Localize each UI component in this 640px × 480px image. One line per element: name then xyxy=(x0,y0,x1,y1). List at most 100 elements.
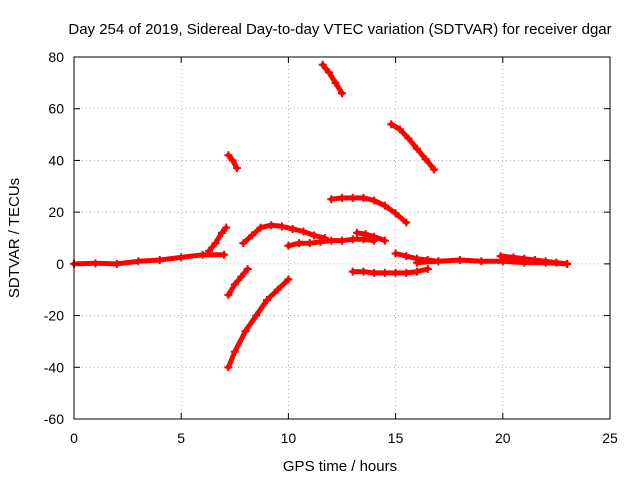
data-point xyxy=(224,363,233,372)
data-point xyxy=(387,120,396,129)
data-point xyxy=(541,257,550,266)
grid-lines xyxy=(74,57,610,419)
y-tick-label: -40 xyxy=(44,359,64,375)
x-axis-label: GPS time / hours xyxy=(283,458,397,475)
data-point xyxy=(413,258,422,267)
data-point xyxy=(370,268,379,277)
data-point xyxy=(230,280,239,289)
data-point xyxy=(220,250,229,259)
data-point xyxy=(299,227,308,236)
data-point xyxy=(211,239,220,248)
data-point xyxy=(455,255,464,264)
data-point xyxy=(224,151,233,160)
series-arc-11 xyxy=(348,265,432,277)
data-point xyxy=(338,236,346,245)
data-point xyxy=(318,60,327,69)
data-point xyxy=(353,228,362,237)
x-tick-label: 10 xyxy=(281,430,297,446)
data-point xyxy=(284,275,293,284)
plot-frame xyxy=(73,56,611,420)
data-point xyxy=(477,257,486,266)
data-point xyxy=(91,259,100,268)
series-line xyxy=(225,276,291,370)
data-point xyxy=(295,239,304,248)
data-point xyxy=(404,134,413,143)
y-tick-label: 80 xyxy=(48,49,64,65)
data-point xyxy=(413,267,422,276)
data-point xyxy=(402,268,411,277)
series-arc-5 xyxy=(224,275,293,372)
series-line xyxy=(320,62,345,96)
data-point xyxy=(434,257,443,266)
data-point xyxy=(262,296,271,305)
y-tick-label: 40 xyxy=(48,152,64,168)
series-line xyxy=(354,230,388,244)
y-axis-ticks: -60 -40 -20 0 20 40 60 80 xyxy=(44,49,610,427)
data-point xyxy=(395,125,404,134)
data-point xyxy=(232,164,241,173)
data-point xyxy=(563,259,572,268)
chart-title: Day 254 of 2019, Sidereal Day-to-day VTE… xyxy=(68,21,611,38)
data-point xyxy=(327,195,336,204)
data-point xyxy=(327,236,336,245)
data-point xyxy=(509,253,518,262)
y-tick-label: -20 xyxy=(44,308,64,324)
x-tick-label: 25 xyxy=(602,430,618,446)
series-arc-3 xyxy=(224,151,241,173)
series-line xyxy=(225,266,251,298)
data-point xyxy=(370,196,379,205)
data-point xyxy=(228,156,237,165)
x-axis-ticks: 0 5 10 15 20 25 xyxy=(70,57,618,446)
data-point xyxy=(348,267,357,276)
data-point xyxy=(288,224,297,233)
data-point xyxy=(277,222,286,231)
data-point xyxy=(305,239,314,248)
data-point xyxy=(267,221,276,230)
data-point xyxy=(391,268,400,277)
series-arc-2 xyxy=(205,223,231,255)
data-point xyxy=(217,228,226,237)
y-tick-label: 0 xyxy=(56,256,64,272)
data-point xyxy=(496,252,505,261)
data-point xyxy=(243,265,252,274)
y-tick-label: 60 xyxy=(48,101,64,117)
data-point xyxy=(380,201,389,210)
data-point xyxy=(430,165,439,174)
data-point xyxy=(391,249,400,258)
data-point xyxy=(284,241,293,250)
data-point xyxy=(348,235,357,244)
data-point xyxy=(359,235,368,244)
data-point xyxy=(273,285,282,294)
data-point xyxy=(237,272,246,281)
series-arc-12 xyxy=(387,120,439,174)
data-point xyxy=(247,231,256,240)
series-arc-8 xyxy=(318,60,346,98)
data-point xyxy=(222,223,231,232)
data-point xyxy=(359,193,368,202)
data-point xyxy=(325,68,334,77)
data-point xyxy=(413,144,422,153)
data-point xyxy=(241,327,250,336)
data-point xyxy=(177,253,186,262)
series-arc-4 xyxy=(224,265,252,299)
data-point xyxy=(421,155,430,164)
y-tick-label: 20 xyxy=(48,204,64,220)
data-point xyxy=(331,78,340,87)
x-tick-label: 5 xyxy=(177,430,185,446)
data-series xyxy=(70,60,572,372)
series-line xyxy=(206,225,229,254)
data-point xyxy=(402,218,411,227)
data-point xyxy=(520,254,529,263)
data-point xyxy=(338,193,346,202)
series-arc-7 xyxy=(284,235,379,250)
data-point xyxy=(134,257,143,266)
data-point xyxy=(205,246,214,255)
data-point xyxy=(423,265,432,274)
data-point xyxy=(359,267,368,276)
data-point xyxy=(402,252,411,261)
x-tick-label: 15 xyxy=(388,430,404,446)
data-point xyxy=(316,237,325,246)
data-point xyxy=(155,255,164,264)
data-point xyxy=(552,258,561,267)
